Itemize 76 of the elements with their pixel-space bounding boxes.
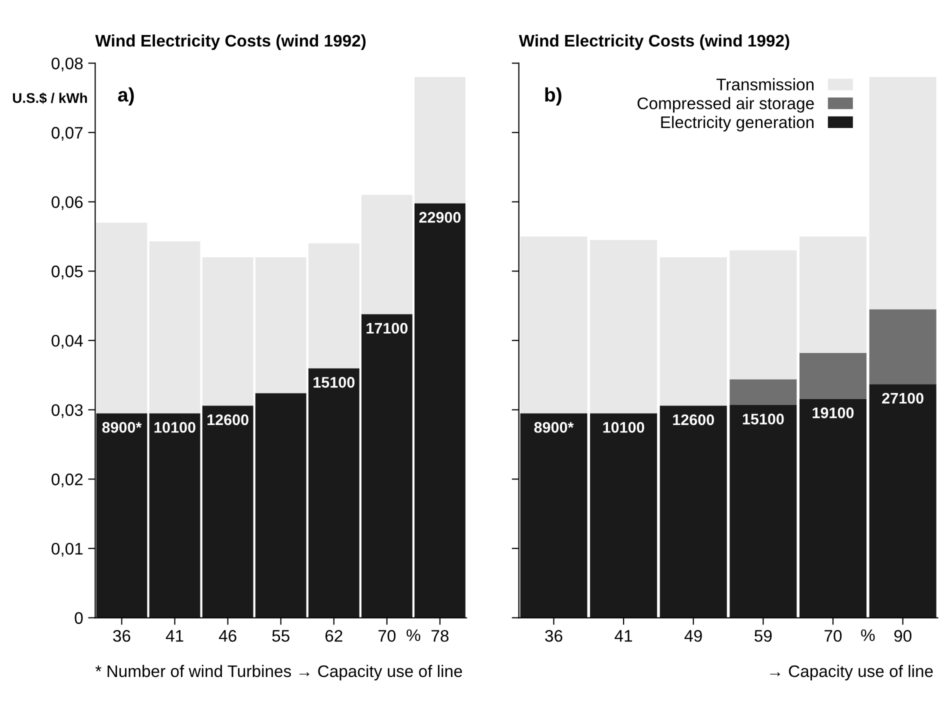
text: * Number of wind Turbines [95, 664, 291, 678]
annotation: 10100 [603, 422, 644, 433]
bar [96, 413, 148, 618]
legend-label: Electricity generation [661, 116, 814, 132]
annotation: a) [118, 87, 134, 106]
x-tick-label: 41 [614, 630, 632, 642]
legend-label: Compressed air storage [638, 97, 814, 113]
bar [660, 406, 727, 618]
bar [202, 406, 254, 618]
annotation: 17100 [366, 322, 408, 334]
y-axis-title: U.S.$ / kWh [12, 92, 87, 104]
bar [361, 194, 412, 314]
x-tick-label: 55 [272, 630, 290, 642]
bar [590, 413, 658, 618]
x-tick-label: 78 [432, 630, 449, 642]
y-tick-label: 0,01 [52, 542, 83, 557]
bar [308, 368, 360, 618]
chart-title: Wind Electricity Costs (wind 1992) [518, 34, 790, 50]
bar [799, 236, 867, 353]
bar [361, 314, 412, 618]
annotation: 22900 [419, 212, 461, 223]
x-tick-label: 36 [113, 630, 130, 642]
bar [414, 77, 466, 204]
x-tick-label: 62 [325, 630, 342, 642]
bar [520, 413, 588, 618]
bar [520, 236, 588, 414]
bar [660, 257, 727, 406]
y-tick-label: 0,03 [52, 404, 83, 418]
bar [869, 384, 936, 618]
bar [799, 398, 867, 618]
x-tick-label: 36 [545, 630, 562, 642]
bar [255, 257, 306, 394]
text: % [861, 629, 875, 642]
x-tick-label: 49 [684, 630, 702, 642]
annotation: b) [545, 87, 562, 106]
x-tick-label: 41 [166, 630, 184, 642]
annotation: 12600 [673, 414, 714, 426]
annotation: 8900* [534, 422, 574, 433]
bar [869, 77, 936, 310]
annotation: 15100 [742, 414, 784, 424]
x-tick-label: 70 [824, 630, 842, 642]
y-tick-label: 0,04 [52, 334, 83, 349]
y-tick-label: 0,05 [52, 266, 83, 280]
annotation: 19100 [812, 407, 854, 418]
annotation: 8900* [102, 422, 142, 433]
bar [255, 393, 306, 618]
x-axis-title: → Capacity use of line [770, 664, 933, 680]
bar [414, 203, 466, 618]
x-tick-label: 70 [378, 630, 396, 642]
bar [96, 222, 148, 414]
bar [730, 404, 797, 618]
y-tick-label: 0,02 [52, 474, 83, 488]
y-tick-label: 0,08 [52, 58, 83, 72]
chart-title: Wind Electricity Costs (wind 1992) [95, 34, 366, 50]
bar [149, 413, 200, 618]
bar [590, 240, 658, 414]
bar [202, 257, 254, 406]
bar [799, 352, 867, 399]
bar [730, 379, 797, 405]
bar [308, 243, 360, 368]
annotation: 27100 [882, 392, 924, 404]
annotation: 12600 [208, 414, 248, 426]
x-tick-label: 59 [754, 630, 772, 642]
x-axis-title: → Capacity use of line [299, 664, 462, 680]
x-tick-label: 90 [894, 630, 912, 642]
annotation: 15100 [314, 376, 354, 388]
legend-label: Transmission [716, 78, 814, 90]
bar [869, 309, 936, 384]
annotation: 10100 [154, 422, 196, 433]
x-tick-label: 46 [218, 630, 236, 642]
y-tick-label: 0,06 [52, 196, 83, 210]
y-tick-label: 0,07 [52, 126, 83, 141]
text: % [406, 629, 420, 642]
bar [730, 250, 797, 380]
bar [149, 241, 200, 414]
y-tick-label: 0 [74, 612, 83, 624]
